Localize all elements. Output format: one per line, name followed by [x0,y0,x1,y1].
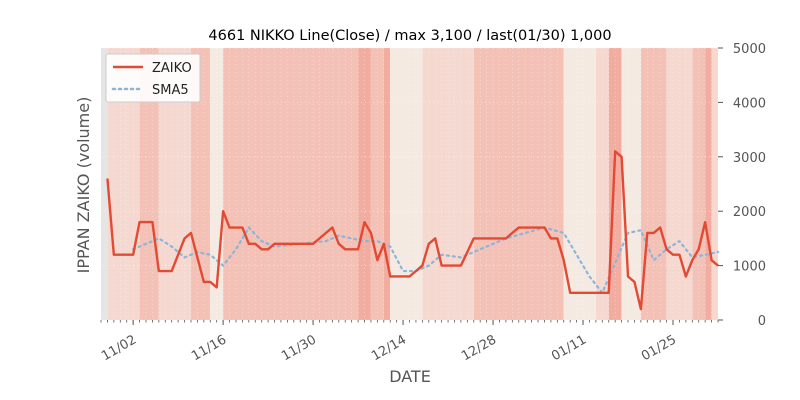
background-band-2 [139,48,159,320]
y-tick-label-1000: 1000 [733,260,766,275]
y-tick-label-2000: 2000 [733,205,766,220]
x-tick-label-01-11: 01/11 [549,332,589,364]
legend: ZAIKO SMA5 [105,53,201,103]
y-tick-label-5000: 5000 [733,42,766,57]
x-tick-label-11-30: 11/30 [279,332,319,364]
legend-label-sma5: SMA5 [152,83,189,98]
y-axis-title: IPPAN ZAIKO (volume) [74,97,93,274]
x-axis: 11/02 11/16 11/30 12/14 12/28 01/11 01/25 [99,320,719,364]
background-band-9 [383,48,391,320]
y-tick-label-3000: 3000 [733,151,766,166]
y-tick-label-4000: 4000 [733,96,766,111]
background-band-10 [390,48,423,320]
x-tick-label-11-02: 11/02 [99,332,139,364]
y-axis: 0 1000 2000 3000 4000 5000 [718,42,766,329]
series-line-zaiko [106,150,719,311]
y-tick-label-0: 0 [758,314,766,329]
x-tick-label-12-28: 12/28 [459,332,499,364]
chart-title: 4661 NIKKO Line(Close) / max 3,100 / las… [208,28,611,44]
x-axis-title: DATE [389,367,431,386]
x-tick-label-12-14: 12/14 [369,332,409,364]
x-tick-label-11-16: 11/16 [189,332,229,364]
grid-lines [100,47,719,321]
background-band-20 [705,48,712,320]
background-band-6 [223,48,359,320]
legend-label-zaiko: ZAIKO [152,61,192,76]
x-tick-label-01-25: 01/25 [639,332,679,364]
background-band-13 [563,48,596,320]
background-band-21 [711,48,718,320]
series-lines [106,150,720,311]
background-band-0 [101,48,108,320]
